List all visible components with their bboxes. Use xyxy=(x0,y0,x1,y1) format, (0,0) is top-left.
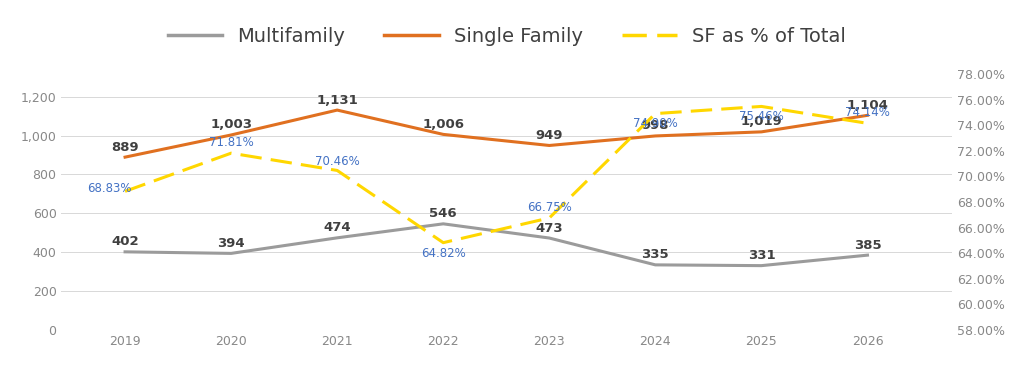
Text: 1,019: 1,019 xyxy=(740,116,782,128)
Text: 385: 385 xyxy=(854,238,882,252)
Legend: Multifamily, Single Family, SF as % of Total: Multifamily, Single Family, SF as % of T… xyxy=(160,20,854,54)
Text: 335: 335 xyxy=(642,248,669,261)
Text: 75.46%: 75.46% xyxy=(739,110,783,123)
Text: 1,131: 1,131 xyxy=(316,94,358,106)
Text: 546: 546 xyxy=(429,207,457,220)
Text: 394: 394 xyxy=(217,237,245,250)
Text: 71.81%: 71.81% xyxy=(209,136,254,149)
Text: 949: 949 xyxy=(536,129,563,142)
Text: 473: 473 xyxy=(536,222,563,234)
Text: 331: 331 xyxy=(748,249,775,262)
Text: 1,003: 1,003 xyxy=(210,118,252,132)
Text: 68.83%: 68.83% xyxy=(87,182,131,195)
Text: 64.82%: 64.82% xyxy=(421,246,466,259)
Text: 70.46%: 70.46% xyxy=(314,155,359,168)
Text: 402: 402 xyxy=(112,236,139,248)
Text: 474: 474 xyxy=(324,221,351,234)
Text: 66.75%: 66.75% xyxy=(527,201,571,214)
Text: 74.14%: 74.14% xyxy=(845,106,890,120)
Text: 998: 998 xyxy=(642,120,669,132)
Text: 1,104: 1,104 xyxy=(847,99,889,112)
Text: 1,006: 1,006 xyxy=(422,118,464,131)
Text: 889: 889 xyxy=(112,141,139,154)
Text: 74.90%: 74.90% xyxy=(633,117,678,130)
